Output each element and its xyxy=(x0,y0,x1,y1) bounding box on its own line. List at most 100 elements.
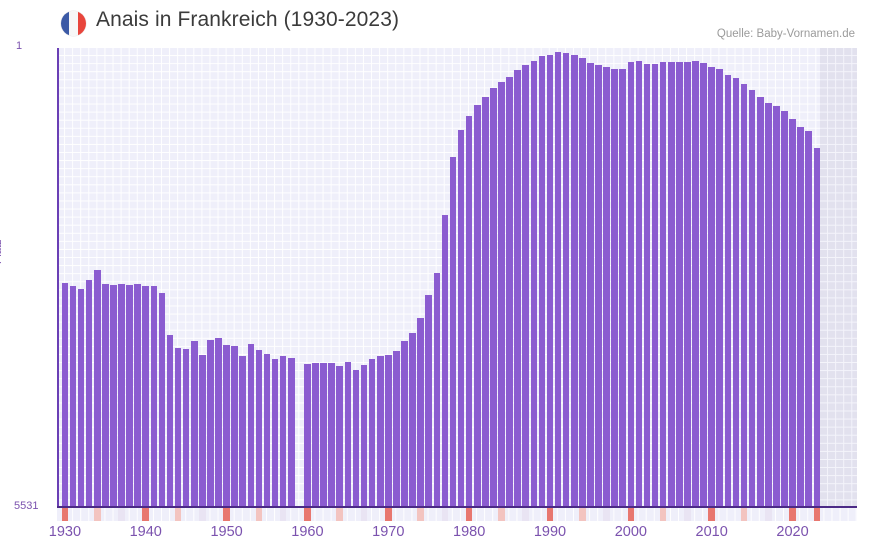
bar[interactable] xyxy=(716,69,724,506)
bar[interactable] xyxy=(368,359,376,506)
bar[interactable] xyxy=(465,116,473,506)
bar[interactable] xyxy=(554,52,562,506)
bar[interactable] xyxy=(756,97,764,506)
bar[interactable] xyxy=(781,111,788,506)
bar[interactable] xyxy=(118,284,125,506)
bar[interactable] xyxy=(77,289,85,506)
bar[interactable] xyxy=(724,75,732,506)
bar[interactable] xyxy=(611,69,618,506)
bar[interactable] xyxy=(789,119,796,506)
bar[interactable] xyxy=(700,63,707,506)
bar[interactable] xyxy=(684,62,691,506)
bar[interactable] xyxy=(659,62,667,506)
bar[interactable] xyxy=(255,350,263,506)
bar[interactable] xyxy=(805,131,812,506)
france-flag-icon xyxy=(61,11,86,36)
bar[interactable] xyxy=(595,65,602,506)
bar[interactable] xyxy=(393,351,400,506)
bar[interactable] xyxy=(150,286,158,506)
bar[interactable] xyxy=(546,55,554,506)
bar[interactable] xyxy=(231,346,238,506)
bar[interactable] xyxy=(207,340,214,506)
bar[interactable] xyxy=(271,359,279,506)
bar[interactable] xyxy=(134,284,141,506)
bar[interactable] xyxy=(417,318,424,506)
bar[interactable] xyxy=(619,69,627,506)
bar[interactable] xyxy=(627,62,635,506)
bar[interactable] xyxy=(247,344,255,506)
bar[interactable] xyxy=(336,366,344,506)
bar[interactable] xyxy=(667,62,675,506)
bar[interactable] xyxy=(538,56,546,506)
bar[interactable] xyxy=(320,363,327,506)
bar[interactable] xyxy=(93,270,101,506)
bar[interactable] xyxy=(587,63,594,506)
bar[interactable] xyxy=(570,55,578,506)
bar[interactable] xyxy=(174,348,182,506)
bar[interactable] xyxy=(498,82,505,506)
bar[interactable] xyxy=(215,338,222,506)
bar[interactable] xyxy=(603,67,610,506)
bar[interactable] xyxy=(457,130,465,506)
bar[interactable] xyxy=(102,284,109,506)
bar[interactable] xyxy=(676,62,683,506)
bar[interactable] xyxy=(263,354,271,506)
bar[interactable] xyxy=(312,363,319,506)
bar[interactable] xyxy=(223,345,230,506)
bar[interactable] xyxy=(514,70,521,506)
bar[interactable] xyxy=(579,58,586,506)
bar[interactable] xyxy=(190,341,198,506)
bar[interactable] xyxy=(110,285,117,506)
bar[interactable] xyxy=(562,53,570,506)
bar[interactable] xyxy=(449,157,457,506)
page-title: Anais in Frankreich (1930-2023) xyxy=(96,8,400,31)
bar[interactable] xyxy=(199,355,206,506)
bar[interactable] xyxy=(522,65,530,506)
bar[interactable] xyxy=(740,84,748,506)
bar[interactable] xyxy=(773,106,780,506)
bar[interactable] xyxy=(182,349,190,506)
bar[interactable] xyxy=(813,148,821,506)
bar[interactable] xyxy=(158,293,166,506)
bar[interactable] xyxy=(287,358,295,506)
bar[interactable] xyxy=(635,61,643,506)
bar[interactable] xyxy=(85,280,93,506)
bar[interactable] xyxy=(61,283,69,506)
bar[interactable] xyxy=(279,356,287,506)
bar[interactable] xyxy=(441,215,449,506)
bar[interactable] xyxy=(352,370,360,506)
bar[interactable] xyxy=(401,341,408,506)
bar[interactable] xyxy=(482,97,489,506)
bar[interactable] xyxy=(409,333,416,506)
bar[interactable] xyxy=(748,90,756,506)
bar[interactable] xyxy=(433,273,441,506)
bar[interactable] xyxy=(239,356,247,506)
bar[interactable] xyxy=(69,286,77,506)
bar[interactable] xyxy=(708,67,715,506)
bar[interactable] xyxy=(643,64,651,506)
y-axis-line xyxy=(57,48,59,506)
chart-header: Anais in Frankreich (1930-2023) Quelle: … xyxy=(0,0,873,46)
bar[interactable] xyxy=(142,286,150,506)
bar[interactable] xyxy=(651,64,659,506)
bar[interactable] xyxy=(376,356,384,506)
bar[interactable] xyxy=(360,365,368,506)
bar[interactable] xyxy=(764,103,772,506)
bar[interactable] xyxy=(692,61,699,506)
bar[interactable] xyxy=(506,77,513,506)
bar[interactable] xyxy=(385,355,392,506)
x-axis-marker xyxy=(546,508,554,521)
bar[interactable] xyxy=(490,88,497,506)
flag-stripe-red xyxy=(77,11,86,36)
bar[interactable] xyxy=(425,295,433,506)
bar[interactable] xyxy=(166,335,174,506)
bar[interactable] xyxy=(304,364,311,506)
bar[interactable] xyxy=(732,78,740,506)
bar[interactable] xyxy=(473,105,481,506)
bar[interactable] xyxy=(530,61,538,506)
x-axis-marker xyxy=(174,508,182,521)
bar[interactable] xyxy=(797,127,804,506)
bar[interactable] xyxy=(126,285,133,506)
bar[interactable] xyxy=(328,363,335,506)
bar[interactable] xyxy=(344,362,352,506)
